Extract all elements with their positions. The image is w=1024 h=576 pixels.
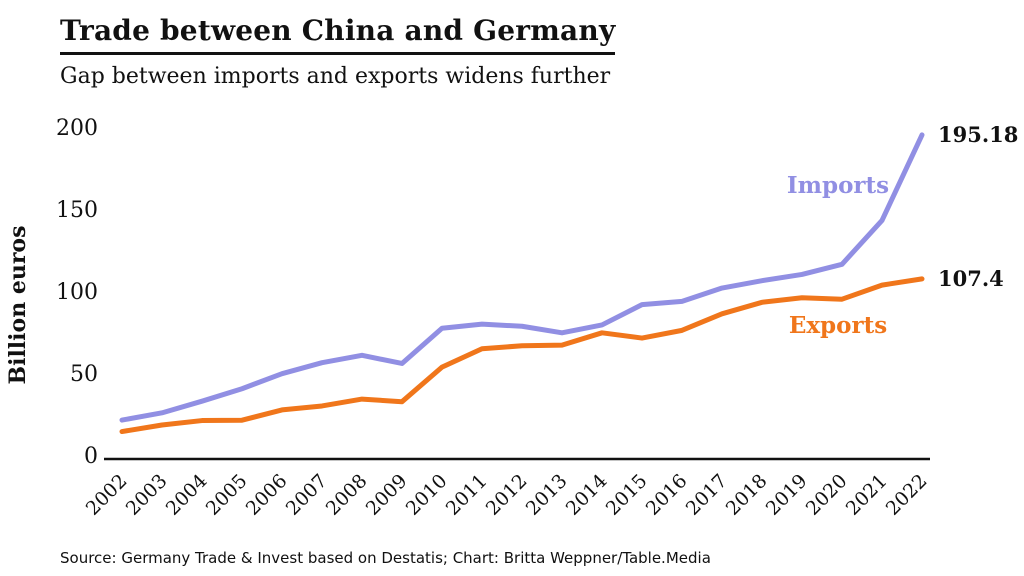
series-label-exports: Exports — [789, 312, 887, 339]
x-tick-label: 2009 — [362, 470, 412, 520]
end-label-imports: 195.18 — [938, 122, 1018, 147]
x-tick-label: 2020 — [802, 470, 852, 520]
y-tick-label: 150 — [56, 198, 98, 223]
series-label-imports: Imports — [787, 172, 889, 199]
chart-header: Trade between China and Germany Gap betw… — [60, 15, 616, 89]
x-tick-label: 2004 — [162, 470, 212, 520]
x-tick-label: 2011 — [442, 470, 492, 520]
imports-line — [119, 132, 925, 423]
page-title: Trade between China and Germany — [60, 15, 616, 55]
x-tick-label: 2017 — [682, 470, 732, 520]
x-tick-label: 2005 — [202, 470, 252, 520]
x-tick-label: 2003 — [122, 470, 172, 520]
x-tick-label: 2012 — [482, 470, 532, 520]
x-tick-label: 2002 — [82, 470, 132, 520]
x-tick-label: 2013 — [522, 470, 572, 520]
y-tick-label: 0 — [84, 444, 98, 469]
x-tick-label: 2019 — [762, 470, 812, 520]
x-tick-label: 2006 — [242, 470, 292, 520]
x-tick-label: 2016 — [642, 470, 692, 520]
x-tick-label: 2010 — [402, 470, 452, 520]
y-tick-label: 100 — [56, 280, 98, 305]
x-tick-label: 2021 — [842, 470, 892, 520]
x-tick-label: 2008 — [322, 470, 372, 520]
exports-line — [119, 276, 925, 435]
x-tick-label: 2018 — [722, 470, 772, 520]
end-label-exports: 107.4 — [938, 266, 1004, 291]
x-tick-label: 2014 — [562, 470, 612, 520]
x-tick-label: 2007 — [282, 470, 332, 520]
x-tick-label: 2022 — [882, 470, 932, 520]
y-tick-label: 200 — [56, 116, 98, 141]
page-subtitle: Gap between imports and exports widens f… — [60, 63, 611, 89]
source-credit: Source: Germany Trade & Invest based on … — [60, 549, 711, 567]
y-tick-label: 50 — [70, 362, 98, 387]
x-tick-label: 2015 — [602, 470, 652, 520]
